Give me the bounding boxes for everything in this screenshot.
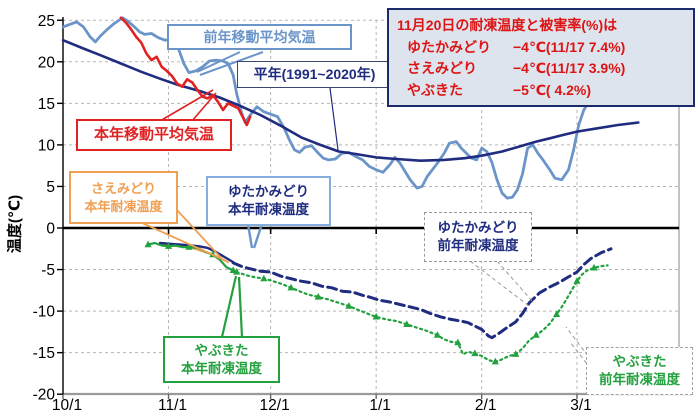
y-tick-label: 20	[38, 54, 56, 71]
annotation-variety: やぶきた	[407, 82, 463, 99]
annotation-value: −4℃(11/17 7.4%)	[513, 38, 626, 55]
label-text: 前年移動平均気温	[203, 28, 316, 45]
marker-triangle-yabukita-prev-year-frost-tolerance	[433, 331, 442, 338]
callout-line	[496, 260, 534, 303]
annotation-row: やぶきた −5℃( 4.2%)	[397, 80, 685, 102]
label-text: 本年耐凍温度	[228, 202, 309, 217]
callout-line	[159, 89, 214, 122]
y-tick-label: -15	[33, 345, 55, 362]
marker-triangle-yabukita-prev-year-frost-tolerance	[491, 357, 499, 365]
callout-line	[196, 51, 241, 73]
y-tick-label: -20	[33, 387, 56, 404]
series-yabukita-this-year-frost-tolerance	[147, 241, 238, 274]
y-tick-label: -5	[41, 262, 55, 279]
y-axis-title: 温度(℃)	[6, 194, 24, 254]
annotation-variety: ゆたかみどり	[407, 38, 491, 55]
marker-triangle-yabukita-this-year-frost-tolerance	[164, 242, 173, 249]
marker-triangle-yabukita-prev-year-frost-tolerance	[454, 338, 462, 346]
label-this-year-moving-avg: 本年移動平均気温	[76, 119, 232, 151]
label-yutakamidori-prev-year: ゆたかみどり 前年耐凍温度	[424, 212, 532, 262]
annotation-variety: さえみどり	[407, 60, 477, 77]
callout-line	[237, 276, 244, 338]
callout-line	[565, 326, 589, 357]
x-tick-label: 10/1	[52, 397, 82, 414]
annotation-value: −5℃( 4.2%)	[513, 82, 592, 99]
callout-line	[569, 341, 592, 370]
callout-line	[329, 87, 339, 151]
marker-triangle-yabukita-prev-year-frost-tolerance	[314, 292, 322, 300]
label-text: 平年(1991~2020年)	[253, 66, 376, 83]
series-yutakamidori-prev-year-frost-tolerance	[231, 247, 613, 340]
label-yabukita-this-year: やぶきた 本年耐凍温度	[163, 336, 280, 383]
label-yabukita-prev-year: やぶきた 前年耐凍温度	[586, 347, 693, 395]
label-text: やぶきた	[194, 342, 249, 358]
marker-triangle-yabukita-prev-year-frost-tolerance	[287, 283, 295, 291]
annotation-row: さえみどり −4℃(11/17 3.9%)	[397, 58, 685, 80]
annotation-title: 11月20日の耐凍温度と被害率(%)は	[397, 17, 618, 33]
marker-triangle-yabukita-prev-year-frost-tolerance	[345, 302, 353, 309]
annotation-box: 11月20日の耐凍温度と被害率(%)は ゆたかみどり −4℃(11/17 7.4…	[387, 8, 695, 107]
y-tick-label: 10	[38, 137, 56, 154]
x-tick-label: 12/1	[260, 397, 290, 414]
series-normal-temp-1991-2020	[61, 38, 640, 162]
label-text: ゆたかみどり	[228, 184, 309, 200]
label-text: 前年耐凍温度	[437, 238, 519, 253]
y-tick-label: 5	[46, 179, 55, 196]
label-normal-years: 平年(1991~2020年)	[237, 61, 392, 88]
label-saemidori-this-year: さえみどり 本年耐凍温度	[69, 171, 178, 224]
marker-triangle-yabukita-this-year-frost-tolerance	[144, 240, 152, 248]
marker-triangle-yabukita-prev-year-frost-tolerance	[573, 277, 581, 284]
x-tick-label: 3/1	[570, 397, 592, 414]
callout-line	[469, 260, 530, 307]
x-tick-label: 11/1	[158, 397, 187, 414]
callout-line	[199, 51, 264, 76]
label-text: 前年耐凍温度	[599, 372, 680, 387]
y-tick-label: 15	[38, 96, 55, 113]
marker-triangle-yabukita-prev-year-frost-tolerance	[403, 320, 411, 327]
label-text: 本年耐凍温度	[181, 360, 262, 376]
marker-triangle-yabukita-prev-year-frost-tolerance	[590, 263, 598, 271]
marker-triangle-yabukita-prev-year-frost-tolerance	[471, 349, 479, 357]
callout-line	[220, 275, 238, 338]
marker-triangle-yabukita-prev-year-frost-tolerance	[233, 268, 241, 275]
label-text: さえみどり	[90, 181, 156, 197]
label-text: 本年移動平均気温	[93, 126, 214, 144]
label-prev-year-moving-avg: 前年移動平均気温	[167, 24, 352, 50]
y-tick-label: 0	[46, 221, 55, 238]
marker-triangle-yabukita-prev-year-frost-tolerance	[532, 331, 540, 338]
series-prev-year-moving-avg-temp	[61, 16, 591, 200]
marker-triangle-yabukita-prev-year-frost-tolerance	[512, 350, 520, 357]
callout-line	[139, 221, 223, 260]
label-text: ゆたかみどり	[437, 220, 519, 236]
label-yutakamidori-this-year: ゆたかみどり 本年耐凍温度	[206, 176, 331, 226]
y-tick-label: -10	[33, 304, 56, 321]
series-yutakamidori-this-year-frost-tolerance	[158, 241, 235, 264]
label-text: 本年耐凍温度	[84, 198, 163, 214]
marker-triangle-yabukita-this-year-frost-tolerance	[185, 243, 193, 250]
annotation-row: ゆたかみどり −4℃(11/17 7.4%)	[397, 37, 685, 59]
callout-line	[246, 223, 254, 249]
marker-triangle-yabukita-prev-year-frost-tolerance	[552, 310, 561, 318]
callout-line	[191, 92, 217, 122]
callout-line	[252, 223, 264, 249]
label-text: やぶきた	[612, 354, 667, 370]
marker-triangle-yabukita-prev-year-frost-tolerance	[260, 274, 268, 282]
x-tick-label: 2/1	[475, 397, 497, 414]
y-tick-label: 25	[38, 13, 55, 30]
callout-line	[176, 209, 224, 261]
annotation-value: −4℃(11/17 3.9%)	[513, 60, 626, 77]
series-this-year-moving-avg-temp	[119, 16, 252, 127]
x-tick-label: 1/1	[369, 397, 391, 414]
marker-triangle-yabukita-prev-year-frost-tolerance	[372, 312, 380, 320]
